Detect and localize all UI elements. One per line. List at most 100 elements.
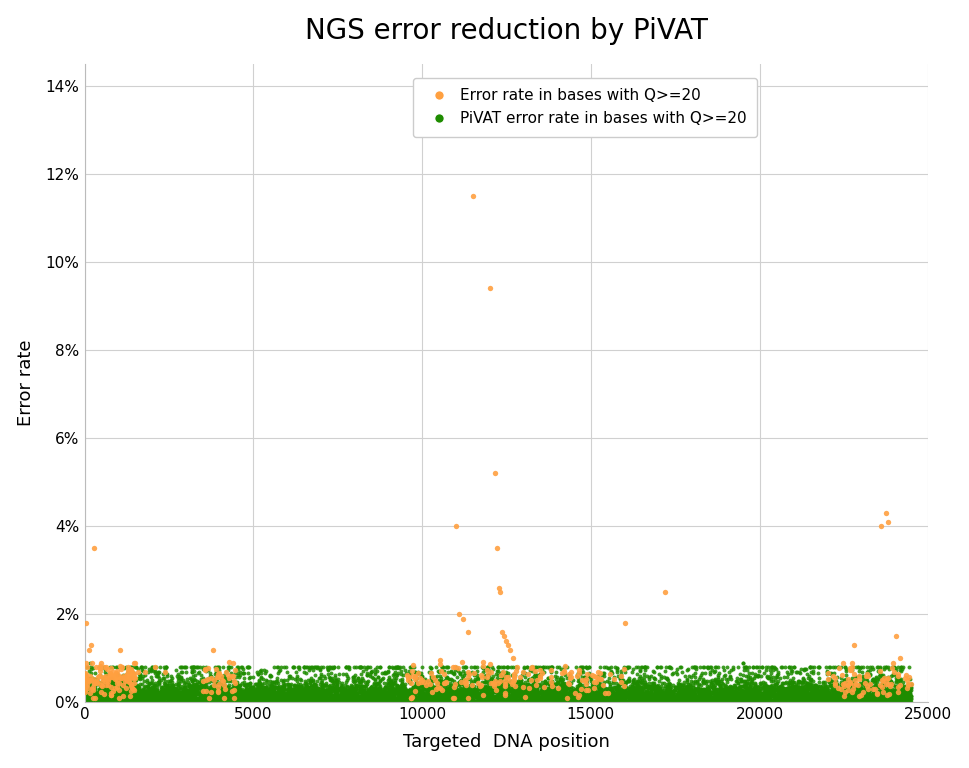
Error rate in bases with Q>=20 (559, 672, 575, 684)
Error rate in bases with Q>=20 (453, 684, 468, 696)
Error rate in bases with Q>=20 (755, 661, 770, 674)
Error rate in bases with Q>=20 (903, 673, 919, 685)
Error rate in bases with Q>=20 (376, 694, 391, 706)
Error rate in bases with Q>=20 (650, 695, 666, 707)
Error rate in bases with Q>=20 (746, 689, 762, 701)
Error rate in bases with Q>=20 (81, 690, 97, 702)
Error rate in bases with Q>=20 (728, 690, 743, 702)
Error rate in bases with Q>=20 (814, 687, 829, 699)
Error rate in bases with Q>=20 (231, 684, 246, 696)
Error rate in bases with Q>=20 (789, 666, 804, 678)
Error rate in bases with Q>=20 (467, 689, 483, 701)
Error rate in bases with Q>=20 (574, 692, 589, 704)
Error rate in bases with Q>=20 (828, 687, 843, 699)
Error rate in bases with Q>=20 (370, 671, 386, 684)
Error rate in bases with Q>=20 (216, 690, 232, 702)
Error rate in bases with Q>=20 (541, 694, 556, 706)
PiVAT error rate in bases with Q>=20 (423, 667, 439, 680)
Error rate in bases with Q>=20 (649, 694, 665, 707)
Error rate in bases with Q>=20 (197, 687, 212, 700)
Error rate in bases with Q>=20 (429, 692, 445, 704)
Error rate in bases with Q>=20 (510, 690, 525, 702)
Error rate in bases with Q>=20 (166, 695, 181, 707)
Error rate in bases with Q>=20 (169, 678, 184, 690)
Error rate in bases with Q>=20 (883, 677, 898, 689)
PiVAT error rate in bases with Q>=20 (613, 676, 629, 688)
Error rate in bases with Q>=20 (377, 690, 392, 702)
Error rate in bases with Q>=20 (669, 695, 684, 707)
Error rate in bases with Q>=20 (745, 690, 761, 702)
Error rate in bases with Q>=20 (227, 690, 242, 703)
Error rate in bases with Q>=20 (251, 682, 266, 694)
Error rate in bases with Q>=20 (322, 661, 337, 674)
PiVAT error rate in bases with Q>=20 (556, 665, 572, 677)
Error rate in bases with Q>=20 (691, 685, 706, 697)
PiVAT error rate in bases with Q>=20 (225, 657, 240, 669)
Error rate in bases with Q>=20 (294, 690, 309, 703)
Error rate in bases with Q>=20 (473, 696, 488, 708)
Error rate in bases with Q>=20 (734, 675, 749, 687)
Error rate in bases with Q>=20 (231, 692, 246, 704)
Error rate in bases with Q>=20 (128, 674, 143, 687)
Error rate in bases with Q>=20 (680, 689, 696, 701)
Error rate in bases with Q>=20 (833, 684, 849, 696)
Error rate in bases with Q>=20 (222, 690, 237, 703)
Error rate in bases with Q>=20 (282, 681, 297, 694)
Error rate in bases with Q>=20 (267, 687, 283, 699)
Error rate in bases with Q>=20 (838, 688, 854, 700)
Error rate in bases with Q>=20 (209, 673, 225, 685)
Error rate in bases with Q>=20 (245, 691, 261, 703)
Error rate in bases with Q>=20 (580, 692, 596, 704)
Error rate in bases with Q>=20 (578, 692, 594, 704)
Error rate in bases with Q>=20 (337, 683, 353, 695)
Error rate in bases with Q>=20 (829, 683, 845, 695)
Error rate in bases with Q>=20 (284, 690, 299, 702)
Error rate in bases with Q>=20 (178, 690, 194, 702)
Error rate in bases with Q>=20 (709, 696, 725, 708)
Error rate in bases with Q>=20 (332, 683, 348, 695)
Error rate in bases with Q>=20 (382, 687, 397, 699)
Error rate in bases with Q>=20 (187, 687, 203, 700)
Error rate in bases with Q>=20 (414, 674, 429, 687)
Error rate in bases with Q>=20 (768, 689, 784, 701)
Error rate in bases with Q>=20 (771, 693, 787, 705)
PiVAT error rate in bases with Q>=20 (117, 675, 133, 687)
Error rate in bases with Q>=20 (512, 694, 527, 706)
Error rate in bases with Q>=20 (212, 694, 228, 707)
Error rate in bases with Q>=20 (298, 684, 314, 696)
Error rate in bases with Q>=20 (102, 687, 117, 700)
Error rate in bases with Q>=20 (515, 696, 530, 708)
Error rate in bases with Q>=20 (895, 684, 911, 697)
Error rate in bases with Q>=20 (265, 691, 280, 703)
Error rate in bases with Q>=20 (862, 695, 878, 707)
Error rate in bases with Q>=20 (494, 691, 510, 703)
Error rate in bases with Q>=20 (303, 684, 319, 697)
Error rate in bases with Q>=20 (629, 692, 644, 704)
Error rate in bases with Q>=20 (401, 690, 417, 703)
Error rate in bases with Q>=20 (453, 687, 469, 700)
Error rate in bases with Q>=20 (766, 694, 782, 707)
Error rate in bases with Q>=20 (322, 692, 337, 704)
PiVAT error rate in bases with Q>=20 (408, 673, 423, 685)
Error rate in bases with Q>=20 (637, 681, 652, 694)
Error rate in bases with Q>=20 (518, 695, 534, 707)
Error rate in bases with Q>=20 (548, 678, 564, 690)
Error rate in bases with Q>=20 (754, 689, 769, 701)
Error rate in bases with Q>=20 (284, 688, 299, 700)
Error rate in bases with Q>=20 (103, 690, 118, 702)
Error rate in bases with Q>=20 (506, 683, 521, 695)
Error rate in bases with Q>=20 (672, 696, 688, 708)
Error rate in bases with Q>=20 (85, 675, 101, 687)
Error rate in bases with Q>=20 (649, 696, 665, 708)
Error rate in bases with Q>=20 (875, 678, 891, 690)
Error rate in bases with Q>=20 (129, 674, 144, 686)
Error rate in bases with Q>=20 (681, 685, 697, 697)
Error rate in bases with Q>=20 (311, 672, 327, 684)
Error rate in bases with Q>=20 (899, 689, 915, 701)
Error rate in bases with Q>=20 (443, 693, 458, 705)
Error rate in bases with Q>=20 (124, 661, 140, 674)
Error rate in bases with Q>=20 (249, 694, 265, 706)
Error rate in bases with Q>=20 (364, 693, 380, 705)
Error rate in bases with Q>=20 (253, 696, 268, 708)
Error rate in bases with Q>=20 (556, 690, 572, 702)
